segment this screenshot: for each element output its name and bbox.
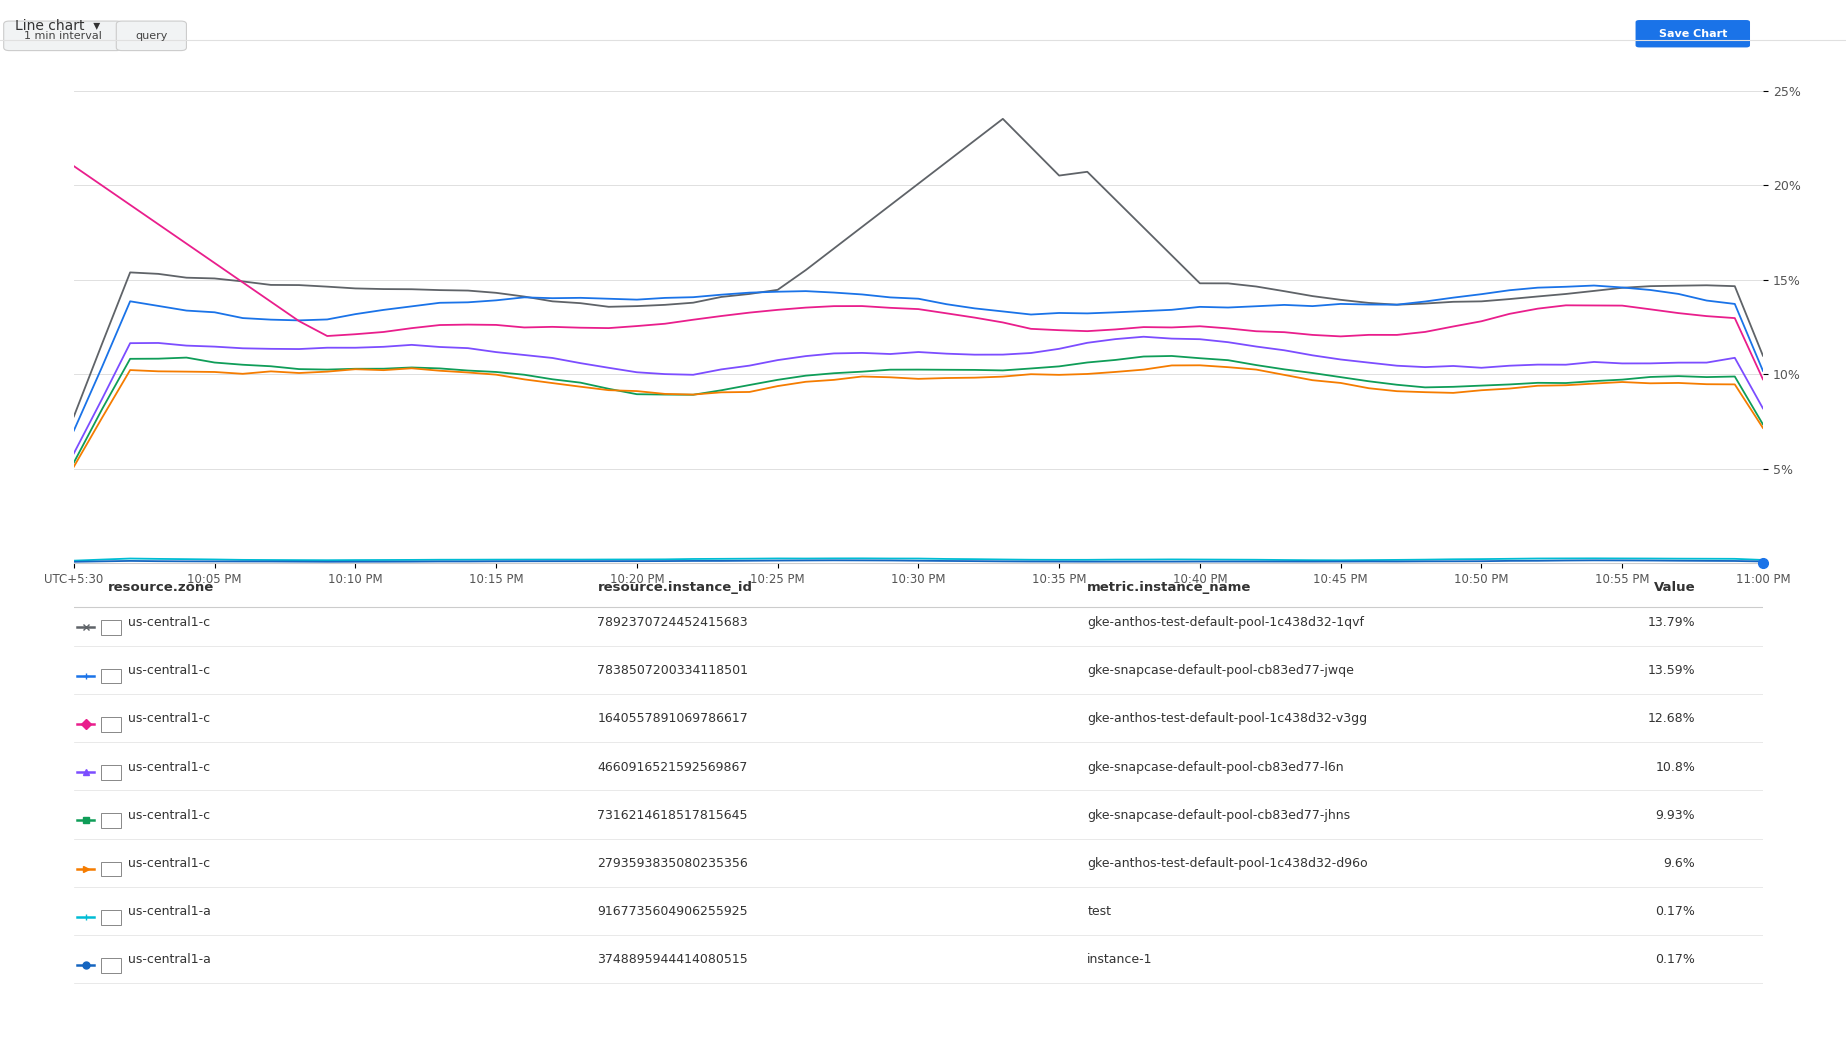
Text: resource.instance_id: resource.instance_id	[598, 582, 753, 594]
Text: Line chart  ▾: Line chart ▾	[15, 19, 100, 33]
Text: resource.zone: resource.zone	[107, 582, 214, 594]
Text: test: test	[1087, 905, 1111, 918]
Text: us-central1-a: us-central1-a	[127, 905, 210, 918]
Text: us-central1-c: us-central1-c	[127, 664, 210, 677]
FancyBboxPatch shape	[102, 958, 122, 973]
FancyBboxPatch shape	[102, 910, 122, 924]
Text: us-central1-c: us-central1-c	[127, 857, 210, 870]
Text: 7838507200334118501: 7838507200334118501	[598, 664, 748, 677]
FancyBboxPatch shape	[102, 765, 122, 780]
Text: 2793593835080235356: 2793593835080235356	[598, 857, 748, 870]
Text: 7316214618517815645: 7316214618517815645	[598, 808, 748, 822]
Text: 12.68%: 12.68%	[1648, 713, 1695, 725]
Text: us-central1-c: us-central1-c	[127, 616, 210, 629]
FancyBboxPatch shape	[102, 668, 122, 683]
Text: 10.8%: 10.8%	[1656, 761, 1695, 774]
Text: Value: Value	[1654, 582, 1695, 594]
Text: gke-snapcase-default-pool-cb83ed77-jwqe: gke-snapcase-default-pool-cb83ed77-jwqe	[1087, 664, 1355, 677]
Text: gke-snapcase-default-pool-cb83ed77-l6n: gke-snapcase-default-pool-cb83ed77-l6n	[1087, 761, 1344, 774]
Text: instance-1: instance-1	[1087, 954, 1152, 967]
Text: 9.93%: 9.93%	[1656, 808, 1695, 822]
Text: 0.17%: 0.17%	[1656, 905, 1695, 918]
FancyBboxPatch shape	[102, 814, 122, 828]
Text: 1640557891069786617: 1640557891069786617	[598, 713, 748, 725]
Text: 3748895944414080515: 3748895944414080515	[598, 954, 748, 967]
Text: us-central1-c: us-central1-c	[127, 808, 210, 822]
Text: metric.instance_name: metric.instance_name	[1087, 582, 1252, 594]
FancyBboxPatch shape	[102, 861, 122, 876]
Text: 13.59%: 13.59%	[1648, 664, 1695, 677]
Text: 9167735604906255925: 9167735604906255925	[598, 905, 748, 918]
Text: 13.79%: 13.79%	[1648, 616, 1695, 629]
Text: gke-snapcase-default-pool-cb83ed77-jhns: gke-snapcase-default-pool-cb83ed77-jhns	[1087, 808, 1351, 822]
Text: gke-anthos-test-default-pool-1c438d32-v3gg: gke-anthos-test-default-pool-1c438d32-v3…	[1087, 713, 1368, 725]
Text: 7892370724452415683: 7892370724452415683	[598, 616, 748, 629]
Text: 0.17%: 0.17%	[1656, 954, 1695, 967]
Text: query: query	[135, 31, 168, 41]
Text: gke-anthos-test-default-pool-1c438d32-1qvf: gke-anthos-test-default-pool-1c438d32-1q…	[1087, 616, 1364, 629]
Text: us-central1-c: us-central1-c	[127, 761, 210, 774]
Text: Save Chart: Save Chart	[1658, 28, 1728, 39]
Text: gke-anthos-test-default-pool-1c438d32-d96o: gke-anthos-test-default-pool-1c438d32-d9…	[1087, 857, 1368, 870]
FancyBboxPatch shape	[102, 621, 122, 636]
Text: 4660916521592569867: 4660916521592569867	[598, 761, 748, 774]
FancyBboxPatch shape	[102, 717, 122, 731]
Text: 1 min interval: 1 min interval	[24, 31, 102, 41]
Text: us-central1-c: us-central1-c	[127, 713, 210, 725]
Text: us-central1-a: us-central1-a	[127, 954, 210, 967]
Text: 9.6%: 9.6%	[1663, 857, 1695, 870]
